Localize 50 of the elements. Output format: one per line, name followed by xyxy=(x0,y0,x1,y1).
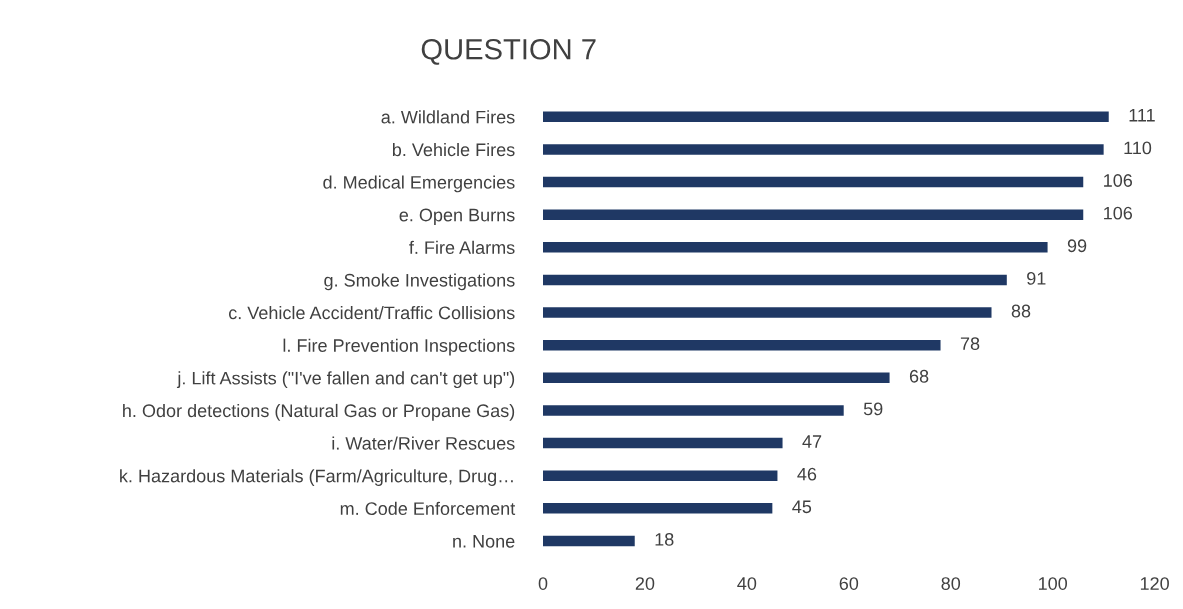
x-tick-label: 20 xyxy=(635,577,655,590)
bar xyxy=(543,144,1104,155)
bar xyxy=(543,176,1084,188)
bar xyxy=(543,274,1007,286)
y-tick-label: m. Code Enforcement xyxy=(340,501,516,516)
data-label: 88 xyxy=(1011,304,1031,318)
data-label: 59 xyxy=(863,402,883,416)
y-tick-label: n. None xyxy=(453,535,515,548)
bar xyxy=(543,535,635,547)
y-tick-label: i. Water/River Rescues xyxy=(332,436,515,450)
data-label: 47 xyxy=(802,435,822,448)
x-tick-label: 40 xyxy=(737,577,757,590)
data-label: 99 xyxy=(1067,239,1087,253)
chart-title: QUESTION 7 xyxy=(421,38,596,65)
y-tick-label: d. Medical Emergencies xyxy=(323,175,515,193)
data-label: 18 xyxy=(655,532,674,546)
bar xyxy=(543,111,1109,123)
x-tick-label: 0 xyxy=(538,577,548,590)
data-label: 46 xyxy=(797,467,817,481)
bar xyxy=(543,372,890,384)
data-label: 111 xyxy=(1129,109,1155,122)
y-tick-label: c. Vehicle Accident/Traffic Collisions xyxy=(228,306,515,320)
bar xyxy=(543,209,1084,220)
y-tick-label: j. Lift Assists ("I've fallen and can't get up") xyxy=(176,371,515,389)
y-tick-label: l. Fire Prevention Inspections xyxy=(283,338,515,356)
data-label: 78 xyxy=(960,337,980,351)
y-tick-label: h. Odor detections (Natural Gas or Propane Gas) xyxy=(123,403,515,421)
bar xyxy=(543,405,844,416)
data-label: 68 xyxy=(909,369,929,383)
data-label: 106 xyxy=(1104,206,1133,220)
data-label: 91 xyxy=(1027,271,1046,285)
y-tick-label: k. Hazardous Materials (Farm/Agriculture, Drug… xyxy=(120,469,513,486)
y-tick-label: g. Smoke Investigations xyxy=(324,273,515,291)
y-tick-label: a. Wildland Fires xyxy=(381,110,515,124)
y-tick-label: f. Fire Alarms xyxy=(409,240,515,255)
data-label: 106 xyxy=(1104,174,1133,187)
bar xyxy=(543,242,1048,253)
bar xyxy=(543,339,941,351)
data-label: 110 xyxy=(1124,141,1152,155)
bar xyxy=(543,437,783,449)
x-tick-label: 60 xyxy=(839,577,859,590)
x-tick-label: 120 xyxy=(1140,577,1169,590)
y-tick-label: b. Vehicle Fires xyxy=(392,142,515,157)
x-tick-label: 100 xyxy=(1038,577,1068,590)
y-tick-label: e. Open Burns xyxy=(399,208,515,225)
bar xyxy=(543,503,773,514)
data-label: 45 xyxy=(792,500,812,514)
bar xyxy=(543,307,992,318)
x-tick-label: 80 xyxy=(941,577,961,590)
bar xyxy=(543,470,778,481)
